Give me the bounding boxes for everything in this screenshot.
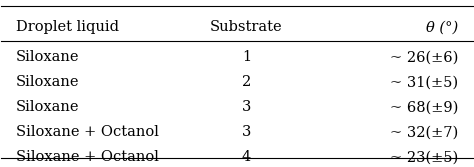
Text: Siloxane + Octanol: Siloxane + Octanol	[16, 150, 158, 164]
Text: 3: 3	[242, 100, 251, 114]
Text: ~ 68(±9): ~ 68(±9)	[390, 100, 458, 114]
Text: 3: 3	[242, 125, 251, 139]
Text: θ (°): θ (°)	[426, 20, 458, 34]
Text: ~ 23(±5): ~ 23(±5)	[390, 150, 458, 164]
Text: Siloxane + Octanol: Siloxane + Octanol	[16, 125, 158, 139]
Text: ~ 26(±6): ~ 26(±6)	[390, 50, 458, 64]
Text: Substrate: Substrate	[210, 20, 283, 34]
Text: 1: 1	[242, 50, 251, 64]
Text: ~ 32(±7): ~ 32(±7)	[390, 125, 458, 139]
Text: 2: 2	[242, 75, 251, 89]
Text: Siloxane: Siloxane	[16, 100, 79, 114]
Text: Droplet liquid: Droplet liquid	[16, 20, 118, 34]
Text: Siloxane: Siloxane	[16, 75, 79, 89]
Text: 4: 4	[242, 150, 251, 164]
Text: Siloxane: Siloxane	[16, 50, 79, 64]
Text: ~ 31(±5): ~ 31(±5)	[391, 75, 458, 89]
